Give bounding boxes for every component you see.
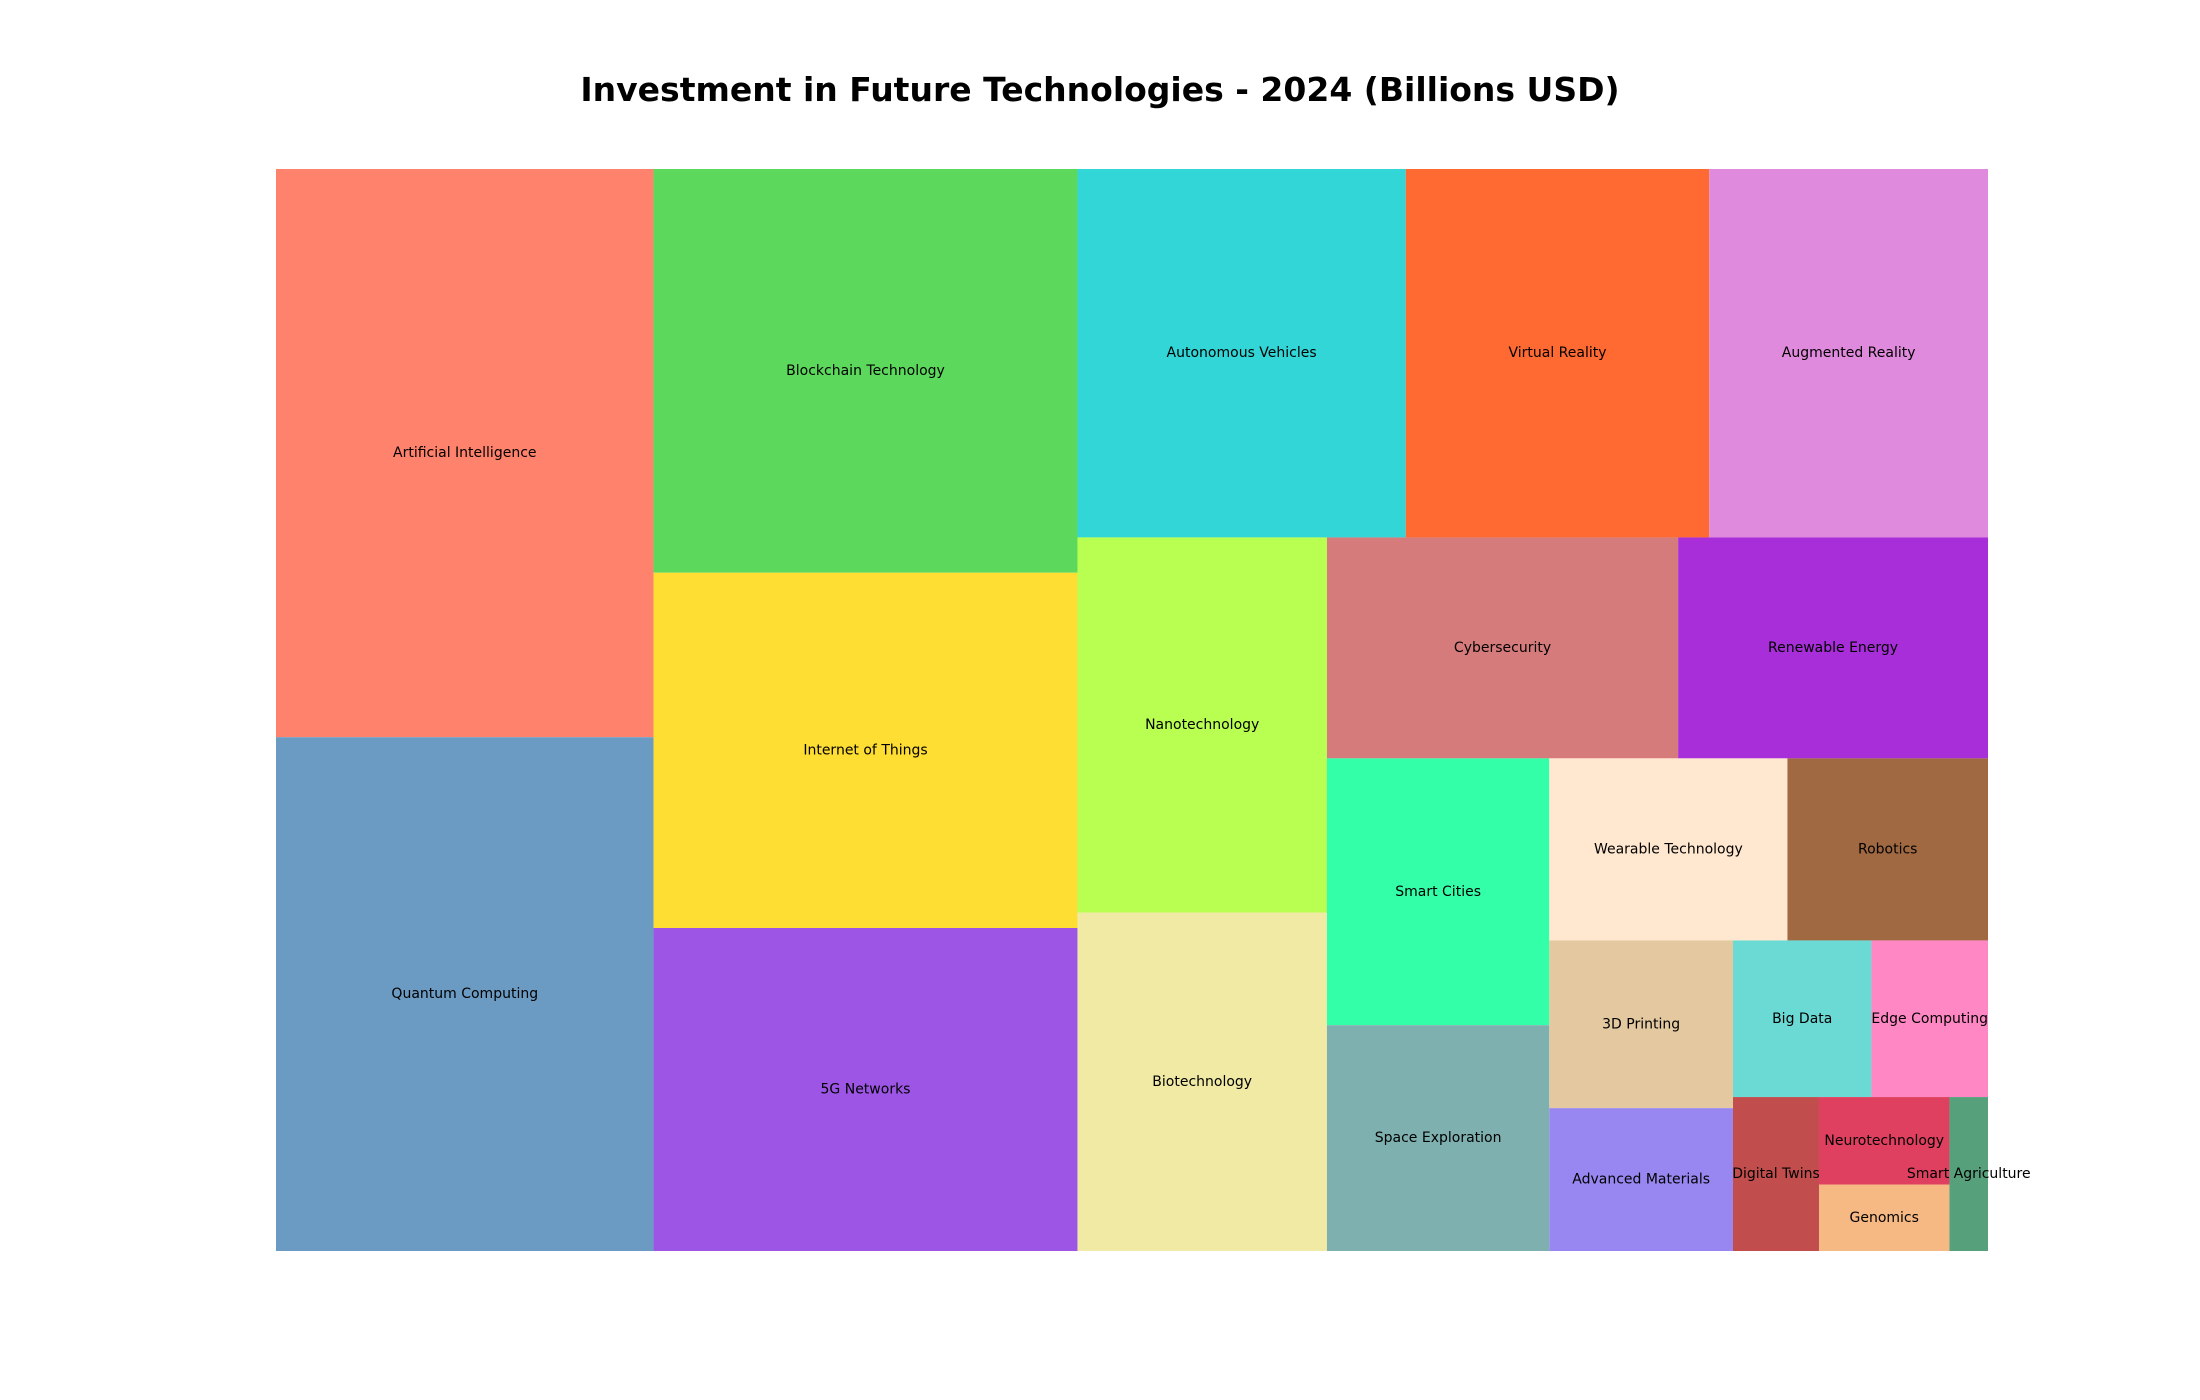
tile-label-space-exploration: Space Exploration	[1375, 1130, 1502, 1146]
tile-label-robotics: Robotics	[1858, 841, 1918, 857]
tile-smart-agriculture	[1949, 1097, 1988, 1251]
tile-neurotechnology	[1818, 1097, 1950, 1185]
tile-advanced-materials	[1549, 1108, 1734, 1251]
tile-label-digital-twins: Digital Twins	[1732, 1166, 1820, 1182]
tile-wearable-technology	[1549, 758, 1788, 941]
tile-internet-of-things	[653, 572, 1078, 929]
tile-cybersecurity	[1326, 537, 1679, 759]
tile-label-genomics: Genomics	[1850, 1210, 1919, 1226]
tile-label-quantum-computing: Quantum Computing	[391, 986, 538, 1002]
tile-5g-networks	[653, 928, 1078, 1251]
tile-3d-printing	[1549, 940, 1734, 1109]
tile-biotechnology	[1077, 912, 1327, 1251]
tile-nanotechnology	[1077, 537, 1327, 913]
tile-label-cybersecurity: Cybersecurity	[1454, 640, 1551, 656]
tile-label-wearable-technology: Wearable Technology	[1594, 841, 1743, 857]
tile-label-augmented-reality: Augmented Reality	[1782, 345, 1916, 361]
tile-blockchain-technology	[653, 169, 1078, 573]
tile-label-neurotechnology: Neurotechnology	[1824, 1133, 1944, 1149]
tile-label-renewable-energy: Renewable Energy	[1768, 640, 1898, 656]
tile-label-blockchain-technology: Blockchain Technology	[786, 363, 945, 379]
tile-smart-cities	[1326, 758, 1550, 1026]
tile-big-data	[1733, 940, 1872, 1098]
tile-label-edge-computing: Edge Computing	[1871, 1011, 1988, 1027]
tile-quantum-computing	[276, 737, 654, 1251]
tile-artificial-intelligence	[276, 169, 654, 738]
tile-robotics	[1787, 758, 1988, 941]
tile-label-5g-networks: 5G Networks	[821, 1082, 911, 1098]
tile-renewable-energy	[1678, 537, 1988, 759]
tile-label-big-data: Big Data	[1772, 1011, 1832, 1027]
tile-label-smart-agriculture: Smart Agriculture	[1907, 1166, 2031, 1182]
tile-edge-computing	[1871, 940, 1988, 1098]
tile-label-biotechnology: Biotechnology	[1152, 1074, 1252, 1090]
chart-title: Investment in Future Technologies - 2024…	[580, 70, 1620, 109]
tile-space-exploration	[1326, 1025, 1550, 1251]
tile-label-autonomous-vehicles: Autonomous Vehicles	[1167, 345, 1317, 361]
tile-augmented-reality	[1709, 169, 1988, 538]
tile-label-artificial-intelligence: Artificial Intelligence	[393, 445, 537, 461]
tile-label-advanced-materials: Advanced Materials	[1572, 1172, 1710, 1188]
tile-label-virtual-reality: Virtual Reality	[1508, 345, 1606, 361]
tile-genomics	[1818, 1184, 1950, 1251]
tile-label-smart-cities: Smart Cities	[1395, 884, 1481, 900]
tile-label-nanotechnology: Nanotechnology	[1145, 717, 1259, 733]
treemap-tiles: Artificial Intelligence Quantum Computing…	[276, 169, 2031, 1251]
tile-label-3d-printing: 3D Printing	[1602, 1016, 1680, 1032]
tile-autonomous-vehicles	[1077, 169, 1406, 538]
tile-label-internet-of-things: Internet of Things	[803, 742, 927, 758]
tile-digital-twins	[1733, 1097, 1819, 1251]
tile-virtual-reality	[1405, 169, 1710, 538]
